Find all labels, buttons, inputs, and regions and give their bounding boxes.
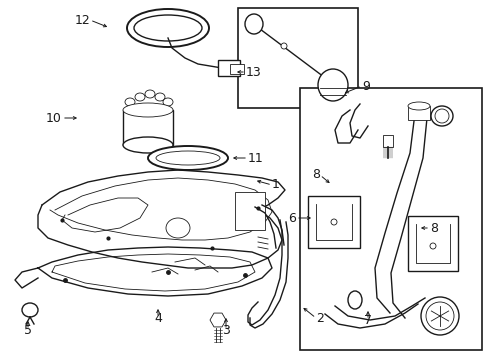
Text: 12: 12	[74, 13, 90, 27]
Text: 4: 4	[154, 311, 162, 324]
Bar	[229, 64, 244, 74]
Ellipse shape	[317, 69, 347, 101]
Ellipse shape	[420, 297, 458, 335]
Ellipse shape	[434, 109, 448, 123]
Ellipse shape	[330, 219, 336, 225]
Bar	[299, 88, 481, 350]
Text: 6: 6	[287, 211, 295, 225]
Bar	[238, 8, 357, 108]
Bar	[407, 106, 429, 120]
Ellipse shape	[148, 146, 227, 170]
Text: 11: 11	[247, 152, 263, 165]
Bar	[382, 135, 392, 147]
Ellipse shape	[127, 9, 208, 47]
Ellipse shape	[125, 98, 135, 106]
Ellipse shape	[407, 102, 429, 110]
Ellipse shape	[429, 243, 435, 249]
Ellipse shape	[156, 151, 220, 165]
Ellipse shape	[244, 14, 263, 34]
Polygon shape	[209, 313, 225, 327]
Ellipse shape	[155, 93, 164, 101]
Text: 13: 13	[245, 66, 261, 78]
Text: 3: 3	[222, 324, 229, 337]
Text: 8: 8	[311, 168, 319, 181]
Text: 5: 5	[24, 324, 32, 337]
Bar	[218, 60, 240, 76]
Ellipse shape	[281, 43, 286, 49]
Bar	[123, 110, 173, 145]
Ellipse shape	[123, 103, 173, 117]
Text: 10: 10	[46, 112, 62, 125]
Ellipse shape	[145, 90, 155, 98]
Ellipse shape	[163, 98, 173, 106]
Text: 1: 1	[271, 179, 279, 192]
Text: 8: 8	[429, 221, 437, 234]
Ellipse shape	[135, 93, 145, 101]
Text: 2: 2	[315, 311, 323, 324]
Ellipse shape	[430, 106, 452, 126]
Ellipse shape	[165, 218, 190, 238]
Bar	[235, 192, 264, 230]
Ellipse shape	[425, 302, 453, 330]
Bar	[407, 216, 457, 271]
Ellipse shape	[123, 137, 173, 153]
Bar	[307, 196, 359, 248]
Text: 7: 7	[363, 314, 371, 327]
Ellipse shape	[22, 303, 38, 317]
Text: 9: 9	[361, 80, 369, 93]
Ellipse shape	[134, 15, 202, 41]
Ellipse shape	[347, 291, 361, 309]
